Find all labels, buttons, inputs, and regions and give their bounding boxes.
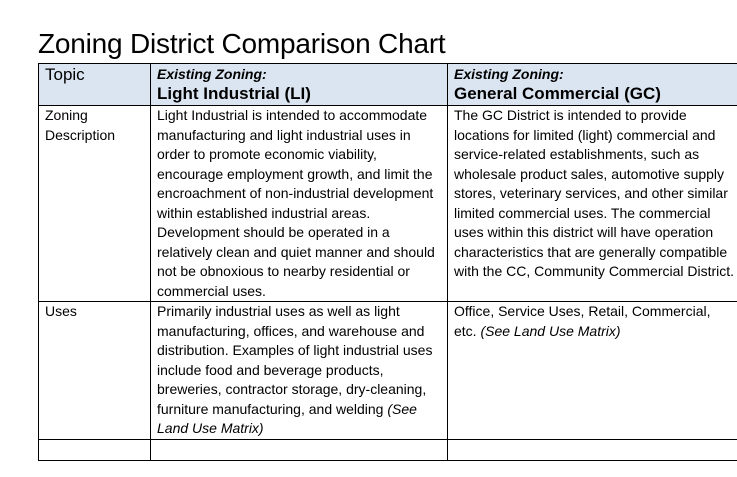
cell-li-partial bbox=[150, 438, 448, 461]
row-topic-zoning-description: Zoning Description bbox=[38, 105, 151, 302]
header-topic: Topic bbox=[38, 63, 151, 106]
row-topic-uses: Uses bbox=[38, 301, 151, 440]
page-title: Zoning District Comparison Chart bbox=[38, 28, 446, 59]
cell-gc-uses: Office, Service Uses, Retail, Commercial… bbox=[447, 301, 737, 440]
header-gc-name: General Commercial (GC) bbox=[454, 84, 661, 103]
header-li-name: Light Industrial (LI) bbox=[157, 84, 311, 103]
cell-gc-partial bbox=[447, 438, 737, 461]
table-row-cut-off bbox=[38, 438, 737, 461]
table-row: Uses Primarily industrial uses as well a… bbox=[38, 301, 737, 440]
cell-gc-uses-reference: (See Land Use Matrix) bbox=[480, 322, 621, 339]
header-general-commercial: Existing Zoning: General Commercial (GC) bbox=[447, 63, 737, 106]
row-topic-partial bbox=[38, 438, 151, 461]
table-header-row: Topic Existing Zoning: Light Industrial … bbox=[38, 63, 737, 106]
cell-gc-description: The GC District is intended to provide l… bbox=[447, 105, 737, 302]
zoning-comparison-table: Topic Existing Zoning: Light Industrial … bbox=[38, 63, 737, 461]
header-light-industrial: Existing Zoning: Light Industrial (LI) bbox=[150, 63, 448, 106]
table-row: Zoning Description Light Industrial is i… bbox=[38, 105, 737, 302]
cell-li-uses: Primarily industrial uses as well as lig… bbox=[150, 301, 448, 440]
cell-li-uses-text: Primarily industrial uses as well as lig… bbox=[157, 303, 433, 417]
header-li-prefix: Existing Zoning: bbox=[157, 66, 267, 82]
cell-li-uses-reference: (See Land Use Matrix) bbox=[157, 400, 417, 437]
cell-gc-uses-text: Office, Service Uses, Retail, Commercial… bbox=[454, 303, 711, 339]
cell-li-description: Light Industrial is intended to accommod… bbox=[150, 105, 448, 302]
header-gc-prefix: Existing Zoning: bbox=[454, 66, 564, 82]
